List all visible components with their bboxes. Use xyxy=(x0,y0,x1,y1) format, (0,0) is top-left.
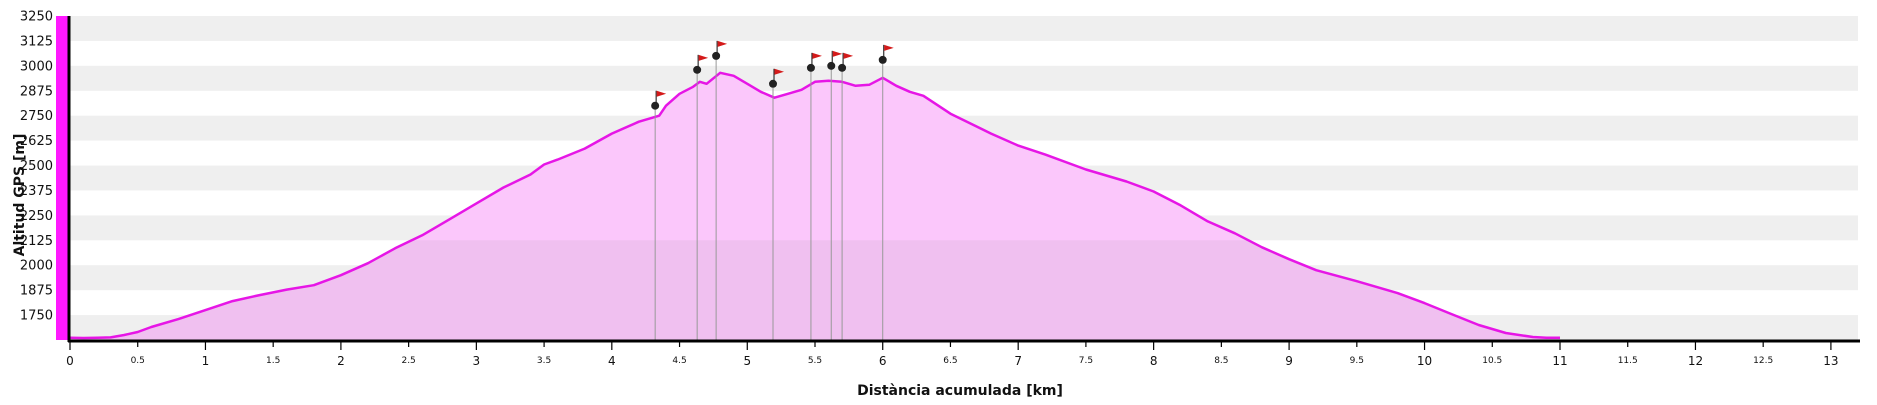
waypoint-marker xyxy=(712,40,728,340)
waypoint-dot xyxy=(712,51,721,60)
x-tick-label: 0 xyxy=(66,354,74,368)
x-tick-label: 1.5 xyxy=(266,356,280,366)
x-tick-label: 9 xyxy=(1285,354,1293,368)
y-tick-label: 1875 xyxy=(20,284,53,299)
elevation-fill-lower xyxy=(70,240,1560,340)
elevation-area xyxy=(69,71,1560,341)
waypoint-dot xyxy=(827,61,836,70)
y-axis-label: Altitud GPS [m] xyxy=(12,134,28,257)
waypoint-dot xyxy=(693,65,702,74)
flag-icon xyxy=(698,54,709,61)
y-tick-labels: 1750 1875 2000 2125 2250 2375 2500 2625 2750 2875… xyxy=(20,10,53,324)
x-axis-label: Distància acumulada [km] xyxy=(857,383,1063,399)
flag-icon xyxy=(832,50,843,57)
waypoint-marker xyxy=(838,52,854,340)
waypoint-dot xyxy=(838,63,847,72)
x-tick-label: 6.5 xyxy=(943,356,957,366)
y-tick-label: 2750 xyxy=(20,109,53,124)
x-tick-label: 4 xyxy=(608,354,616,368)
waypoint-dot xyxy=(651,101,660,110)
axes xyxy=(56,16,1860,343)
waypoint-dot xyxy=(806,63,815,72)
y-tick-label: 2875 xyxy=(20,84,53,99)
x-tick-label: 13 xyxy=(1823,354,1838,368)
x-tick-label: 8 xyxy=(1150,354,1158,368)
waypoint-marker xyxy=(693,54,709,340)
waypoint-marker xyxy=(878,44,894,340)
x-tick-label: 4.5 xyxy=(672,356,686,366)
x-tick-label: 10 xyxy=(1417,354,1432,368)
flag-icon xyxy=(812,52,822,59)
x-tick-label: 12.5 xyxy=(1753,356,1773,366)
x-tick-label: 7.5 xyxy=(1079,356,1093,366)
x-tick-label: 6 xyxy=(879,354,887,368)
x-tick-label: 11 xyxy=(1552,354,1567,368)
waypoint-marker xyxy=(651,90,667,340)
y-tick-label: 1750 xyxy=(20,309,53,324)
waypoint-dot xyxy=(769,79,778,88)
x-tick-label: 0.5 xyxy=(131,356,145,366)
x-tick-label: 2.5 xyxy=(401,356,415,366)
x-tick-label: 5.5 xyxy=(808,356,822,366)
y-tick-label: 2625 xyxy=(20,134,53,149)
x-tick-label: 9.5 xyxy=(1350,356,1364,366)
x-tick-labels: 0 0.5 1 1.5 2 2.5 3 3.5 4 4.5 5 5.5 6 6.5 7 7.5 8 8.5 9 9.5… xyxy=(66,342,1839,368)
x-tick-label: 11.5 xyxy=(1618,356,1638,366)
y-tick-label: 3250 xyxy=(20,10,53,25)
waypoint-markers xyxy=(651,40,894,340)
x-tick-label: 1 xyxy=(202,354,210,368)
y-tick-label: 2500 xyxy=(20,159,53,174)
y-tick-label: 3000 xyxy=(20,59,53,74)
y-tick-label: 2125 xyxy=(20,234,53,249)
grid-band xyxy=(70,65,1858,91)
x-tick-label: 3.5 xyxy=(537,356,551,366)
y-tick-label: 2375 xyxy=(20,184,53,199)
x-tick-label: 3 xyxy=(473,354,481,368)
y-tick-label: 2250 xyxy=(20,209,53,224)
x-tick-label: 2 xyxy=(337,354,345,368)
waypoint-marker xyxy=(827,50,843,340)
waypoint-dot xyxy=(878,55,887,64)
flag-icon xyxy=(774,68,785,75)
x-tick-label: 12 xyxy=(1688,354,1703,368)
elevation-line xyxy=(69,71,1560,340)
y-axis-bar xyxy=(56,16,68,340)
x-tick-label: 5 xyxy=(743,354,751,368)
flag-icon xyxy=(884,44,894,51)
y-tick-label: 2000 xyxy=(20,259,53,274)
waypoint-marker xyxy=(769,68,785,340)
x-tick-label: 10.5 xyxy=(1482,356,1502,366)
flag-icon xyxy=(656,90,667,97)
flag-icon xyxy=(843,52,854,59)
flag-icon xyxy=(717,40,728,47)
waypoint-marker xyxy=(806,52,822,340)
grid-band xyxy=(70,16,1858,41)
x-tick-label: 7 xyxy=(1014,354,1022,368)
x-tick-label: 8.5 xyxy=(1214,356,1228,366)
y-tick-label: 3125 xyxy=(20,34,53,49)
